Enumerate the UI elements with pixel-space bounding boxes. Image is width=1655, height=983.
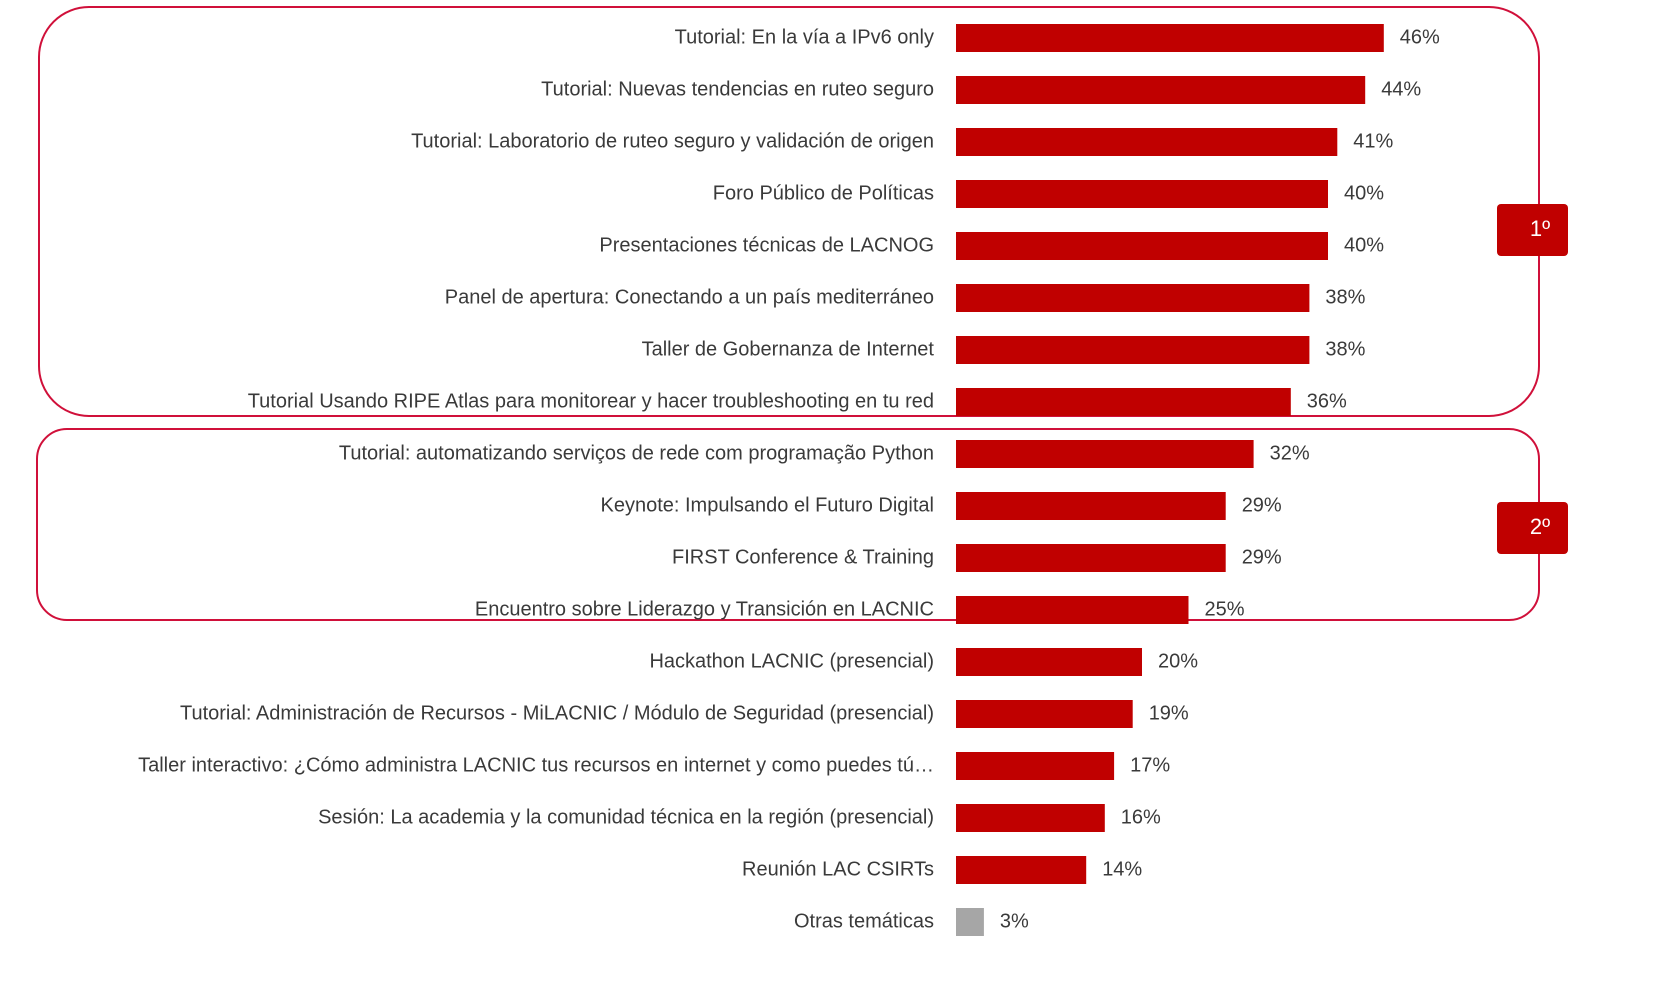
bar (956, 544, 1226, 572)
value-label: 29% (1242, 494, 1282, 516)
bar (956, 232, 1328, 260)
category-label: Panel de apertura: Conectando a un país … (445, 286, 934, 308)
bar (956, 752, 1115, 780)
value-label: 32% (1270, 442, 1310, 464)
value-label: 38% (1325, 338, 1365, 360)
category-label: Tutorial: En la vía a IPv6 only (675, 26, 934, 48)
group-badge (1497, 502, 1568, 554)
bar (956, 284, 1310, 312)
value-label: 17% (1130, 754, 1170, 776)
bar (956, 388, 1291, 416)
category-label: Tutorial: automatizando serviços de rede… (339, 442, 934, 464)
category-label: Taller interactivo: ¿Cómo administra LAC… (138, 754, 934, 776)
category-label: Hackathon LACNIC (presencial) (649, 650, 934, 672)
value-label: 3% (1000, 910, 1029, 932)
category-label: Tutorial Usando RIPE Atlas para monitore… (248, 390, 934, 412)
group-badge-label: 1º (1530, 216, 1550, 241)
bar (956, 24, 1384, 52)
bar (956, 76, 1366, 104)
value-label: 20% (1158, 650, 1198, 672)
bar (956, 492, 1226, 520)
value-label: 40% (1344, 234, 1384, 256)
value-label: 14% (1102, 858, 1142, 880)
value-label: 38% (1325, 286, 1365, 308)
bar (956, 908, 984, 936)
value-label: 44% (1381, 78, 1421, 100)
category-label: Tutorial: Laboratorio de ruteo seguro y … (411, 130, 934, 152)
category-label: Tutorial: Administración de Recursos - M… (180, 702, 934, 724)
group-badge (1497, 204, 1568, 256)
category-label: Taller de Gobernanza de Internet (642, 338, 935, 360)
bar (956, 856, 1087, 884)
value-label: 40% (1344, 182, 1384, 204)
value-label: 36% (1307, 390, 1347, 412)
bar (956, 700, 1133, 728)
category-label: Keynote: Impulsando el Futuro Digital (600, 494, 934, 516)
bar (956, 804, 1105, 832)
bar (956, 596, 1189, 624)
category-label: Presentaciones técnicas de LACNOG (599, 234, 934, 256)
value-label: 19% (1149, 702, 1189, 724)
value-label: 25% (1205, 598, 1245, 620)
value-label: 41% (1353, 130, 1393, 152)
bar (956, 180, 1328, 208)
value-label: 29% (1242, 546, 1282, 568)
category-label: Encuentro sobre Liderazgo y Transición e… (475, 598, 934, 620)
bar (956, 128, 1338, 156)
group-badge-label: 2º (1530, 514, 1550, 539)
bar (956, 648, 1142, 676)
value-label: 46% (1400, 26, 1440, 48)
value-label: 16% (1121, 806, 1161, 828)
category-label: Sesión: La academia y la comunidad técni… (318, 806, 934, 828)
category-label: Foro Público de Políticas (713, 182, 934, 204)
category-label: Reunión LAC CSIRTs (742, 858, 934, 880)
category-label: Tutorial: Nuevas tendencias en ruteo seg… (541, 78, 934, 100)
category-label: FIRST Conference & Training (672, 546, 934, 568)
bar (956, 336, 1310, 364)
bar (956, 440, 1254, 468)
category-label: Otras temáticas (794, 910, 934, 932)
